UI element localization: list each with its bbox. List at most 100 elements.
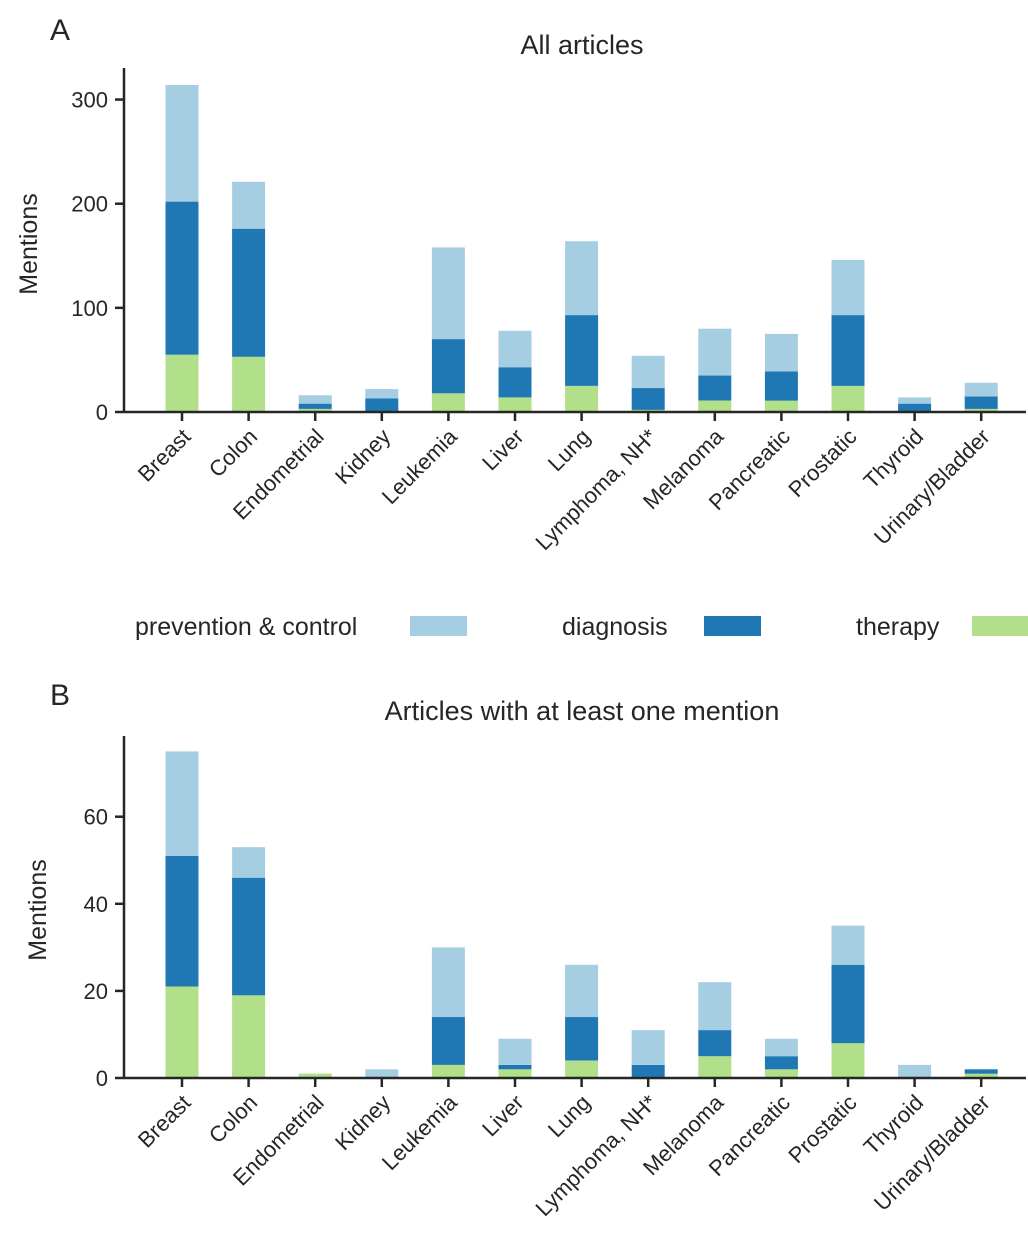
- bar-a-liver-therapy: [498, 397, 532, 412]
- bar-a-lung-diagnosis: [565, 315, 599, 386]
- panel-a-y-tick-label-200: 200: [71, 192, 108, 217]
- bar-b-leukemia-diagnosis: [431, 1017, 465, 1065]
- bar-a-prostatic-prevention-control: [831, 259, 865, 316]
- bar-a-lung-prevention-control: [565, 241, 599, 316]
- bar-b-breast-prevention-control: [165, 751, 199, 856]
- bar-b-prostatic-prevention-control: [831, 925, 865, 965]
- panel-a-y-tick-label-100: 100: [71, 296, 108, 321]
- panel-b-letter: B: [50, 679, 70, 712]
- bar-b-pancreatic-prevention-control: [764, 1038, 798, 1057]
- panel-a-title: All articles: [520, 30, 643, 60]
- legend: prevention & control diagnosis therapy: [135, 613, 1028, 641]
- bar-b-colon-prevention-control: [232, 847, 266, 878]
- bar-b-urinary-bladder-diagnosis: [964, 1069, 998, 1074]
- panel-b-x-tick-label-kidney: Kidney: [330, 1090, 395, 1155]
- bar-b-breast-therapy: [165, 986, 199, 1078]
- panel-b-x-tick-label-lung: Lung: [543, 1090, 595, 1142]
- panel-a-x-tick-label-prostatic: Prostatic: [783, 424, 861, 502]
- bar-b-pancreatic-diagnosis: [764, 1056, 798, 1070]
- bar-a-lung-therapy: [565, 386, 599, 412]
- bar-a-pancreatic-diagnosis: [764, 371, 798, 401]
- panel-b-y-axis-label: Mentions: [24, 859, 52, 960]
- bar-b-prostatic-diagnosis: [831, 964, 865, 1044]
- panel-b-x-tick-label-breast: Breast: [133, 1090, 196, 1153]
- bar-b-lymphoma-nh-prevention-control: [631, 1030, 665, 1065]
- panel-a-x-tick-label-breast: Breast: [133, 424, 196, 487]
- panel-a-x-tick-label-urinary-bladder: Urinary/Bladder: [869, 424, 995, 550]
- bar-a-urinary-bladder-therapy: [964, 408, 998, 412]
- bar-b-pancreatic-therapy: [764, 1069, 798, 1078]
- bar-a-urinary-bladder-prevention-control: [964, 382, 998, 397]
- bar-b-colon-diagnosis: [232, 877, 266, 996]
- bar-a-endometrial-therapy: [298, 408, 332, 412]
- bar-b-leukemia-prevention-control: [431, 947, 465, 1018]
- bar-b-lung-therapy: [565, 1060, 599, 1078]
- panel-b-x-tick-label-urinary-bladder: Urinary/Bladder: [869, 1090, 995, 1216]
- panel-a-x-tick-label-colon: Colon: [204, 424, 262, 482]
- panel-b-y-tick-label-60: 60: [84, 805, 108, 830]
- bar-a-pancreatic-therapy: [764, 400, 798, 412]
- panel-a-y-tick-label-300: 300: [71, 88, 108, 113]
- legend-swatch-therapy: [972, 616, 1028, 636]
- panel-a-y-axis-label: Mentions: [15, 193, 43, 294]
- panel-b-x-tick-label-liver: Liver: [477, 1090, 528, 1141]
- bar-b-melanoma-prevention-control: [698, 982, 732, 1031]
- bar-a-thyroid-prevention-control: [898, 397, 932, 404]
- bar-b-melanoma-therapy: [698, 1056, 732, 1078]
- bar-a-liver-prevention-control: [498, 330, 532, 368]
- bar-a-lymphoma-nh-diagnosis: [631, 388, 665, 410]
- bar-b-colon-therapy: [232, 995, 266, 1078]
- panel-a-x-tick-label-kidney: Kidney: [330, 424, 395, 489]
- bar-b-thyroid-prevention-control: [898, 1064, 932, 1078]
- panel-b-x-tick-label-colon: Colon: [204, 1090, 262, 1148]
- legend-label-diagnosis: diagnosis: [562, 613, 668, 641]
- bar-b-liver-therapy: [498, 1069, 532, 1078]
- bar-a-leukemia-diagnosis: [431, 339, 465, 394]
- panel-b-title: Articles with at least one mention: [385, 696, 780, 726]
- panel-a-letter: A: [50, 14, 70, 47]
- bar-a-melanoma-therapy: [698, 400, 732, 412]
- bar-b-leukemia-therapy: [431, 1064, 465, 1078]
- bar-b-lung-diagnosis: [565, 1017, 599, 1061]
- bar-b-melanoma-diagnosis: [698, 1030, 732, 1057]
- panel-a-x-tick-label-liver: Liver: [477, 424, 528, 475]
- panel-b-y-tick-label-40: 40: [84, 892, 108, 917]
- panel-a-y-tick-label-0: 0: [96, 400, 108, 425]
- bar-a-endometrial-prevention-control: [298, 395, 332, 404]
- bar-b-breast-diagnosis: [165, 855, 199, 987]
- panel-b: B Articles with at least one mention Men…: [24, 679, 1026, 1221]
- panel-b-x-tick-label-lymphoma-nh: Lymphoma, NH*: [531, 1090, 663, 1222]
- bar-a-leukemia-therapy: [431, 393, 465, 412]
- bar-b-liver-diagnosis: [498, 1064, 532, 1070]
- bar-a-pancreatic-prevention-control: [764, 333, 798, 372]
- legend-swatch-prevention-control: [410, 616, 467, 636]
- bar-b-lung-prevention-control: [565, 964, 599, 1018]
- bar-a-lymphoma-nh-prevention-control: [631, 355, 665, 389]
- bar-a-prostatic-diagnosis: [831, 315, 865, 386]
- bar-a-thyroid-diagnosis: [898, 403, 932, 411]
- bar-a-melanoma-diagnosis: [698, 375, 732, 401]
- bar-a-endometrial-diagnosis: [298, 403, 332, 409]
- bar-b-endometrial-therapy: [298, 1073, 332, 1078]
- bar-a-urinary-bladder-diagnosis: [964, 396, 998, 409]
- bar-a-melanoma-prevention-control: [698, 328, 732, 376]
- bar-b-prostatic-therapy: [831, 1043, 865, 1078]
- panel-a-x-tick-label-lymphoma-nh: Lymphoma, NH*: [531, 424, 663, 556]
- bar-b-urinary-bladder-therapy: [964, 1073, 998, 1078]
- bar-b-liver-prevention-control: [498, 1038, 532, 1065]
- panel-a-x-tick-label-lung: Lung: [543, 424, 595, 476]
- panel-a: A All articles Mentions 0 100 200 300 Breast…: [15, 14, 1026, 555]
- legend-label-therapy: therapy: [856, 613, 940, 641]
- panel-b-y-tick-label-0: 0: [96, 1066, 108, 1091]
- bar-a-kidney-prevention-control: [365, 389, 399, 399]
- bar-a-leukemia-prevention-control: [431, 247, 465, 340]
- bar-a-breast-prevention-control: [165, 85, 199, 202]
- panel-b-x-tick-label-prostatic: Prostatic: [783, 1090, 861, 1168]
- panel-b-y-tick-label-20: 20: [84, 979, 108, 1004]
- legend-swatch-diagnosis: [704, 616, 761, 636]
- bar-a-colon-therapy: [232, 356, 266, 412]
- bar-b-kidney-prevention-control: [365, 1069, 399, 1078]
